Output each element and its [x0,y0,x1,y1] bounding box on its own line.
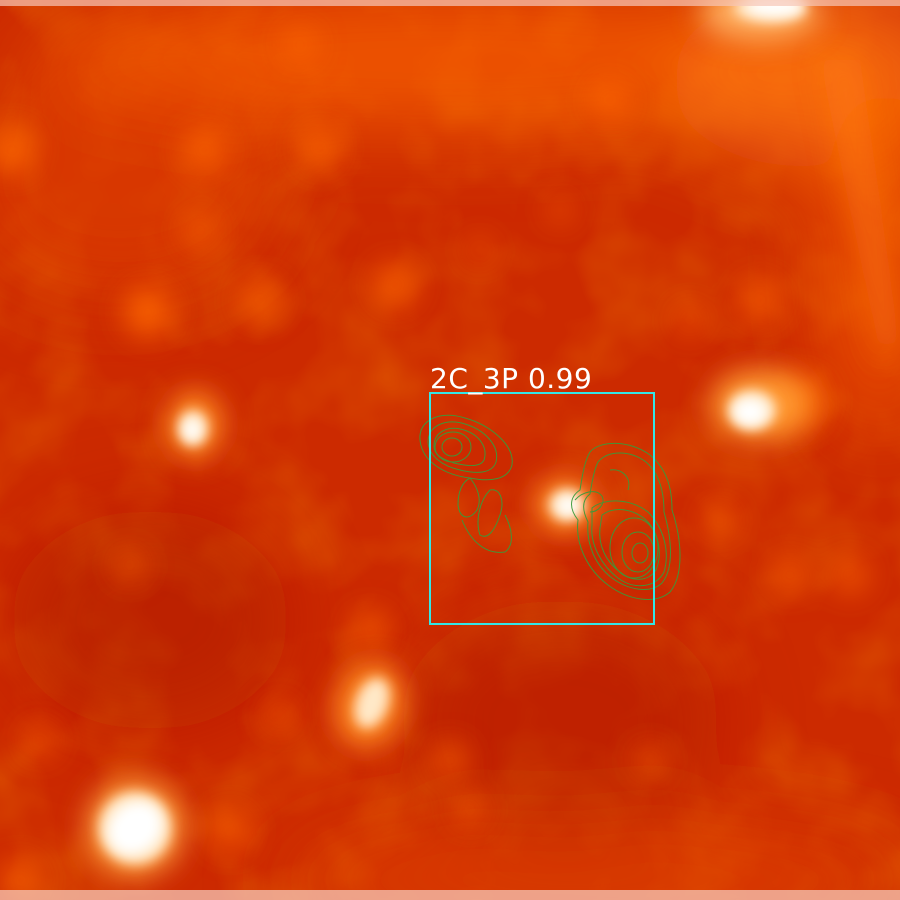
detection-label: 2C_3P 0.99 [430,362,593,395]
radio-contours [419,414,681,600]
detection-bounding-box [429,392,655,625]
